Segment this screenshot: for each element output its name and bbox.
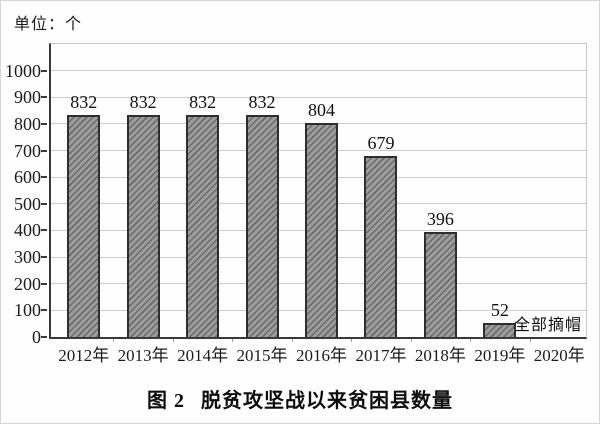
y-axis-tick-900 [41, 96, 47, 99]
bar-value-2015年: 832 [248, 92, 276, 113]
x-axis-label-2014年: 2014年 [177, 346, 229, 365]
bar-value-2014年: 832 [189, 92, 217, 113]
x-axis-label-2018年: 2018年 [414, 346, 466, 365]
bar-2013年 [126, 115, 160, 337]
figure-caption: 图 2 脱贫攻坚战以来贫困县数量 [1, 384, 599, 413]
x-axis-label-2017年: 2017年 [355, 346, 407, 365]
y-axis-tick-400 [41, 229, 47, 232]
x-axis-label-2020年: 2020年 [533, 346, 585, 365]
bar-2016年 [305, 122, 338, 337]
y-axis-tick-100 [41, 309, 47, 312]
y-axis-tick-200 [41, 282, 47, 285]
y-axis-label-800: 800 [14, 113, 41, 134]
x-axis-label-2015年: 2015年 [236, 346, 288, 365]
x-axis-label-2016年: 2016年 [296, 346, 347, 365]
bar-2014年 [186, 115, 220, 337]
bar-value-2013年: 832 [129, 92, 157, 113]
y-axis-label-900: 900 [14, 87, 41, 108]
y-axis-tick-1000 [41, 69, 47, 72]
gridline-1000 [51, 70, 586, 72]
y-axis-label-600: 600 [14, 167, 41, 188]
bar-value-2016年: 804 [308, 99, 335, 120]
y-axis-tick-600 [41, 176, 47, 179]
gridline-900 [51, 96, 586, 98]
y-axis-tick-300 [41, 256, 47, 259]
x-axis-tick-3 [232, 339, 234, 342]
bar-2018年 [423, 231, 457, 337]
bar-2017年 [364, 156, 398, 337]
figure-caption-title: 脱贫攻坚战以来贫困县数量 [201, 390, 453, 412]
x-axis-tick-7 [470, 339, 472, 342]
bar-value-2012年: 832 [70, 92, 98, 113]
y-axis-label-500: 500 [14, 193, 41, 214]
x-axis-label-2012年: 2012年 [58, 346, 110, 365]
annotation-label: 全部摘帽 [513, 317, 582, 334]
y-axis-tick-800 [41, 122, 47, 125]
y-axis-label-0: 0 [32, 327, 41, 347]
y-axis-tick-0 [41, 336, 47, 338]
bar-value-2018年: 396 [426, 208, 454, 229]
x-axis-tick-4 [291, 339, 293, 342]
x-axis-tick-5 [351, 339, 353, 342]
x-axis-tick-2 [172, 339, 174, 342]
bar-2019年 [483, 323, 517, 337]
x-axis-tick-8 [529, 339, 531, 342]
y-axis-label-1000: 1000 [5, 60, 41, 81]
y-axis-label-700: 700 [14, 140, 41, 161]
bar-2015年 [245, 115, 279, 337]
y-axis-label-300: 300 [14, 247, 41, 268]
y-axis-tick-500 [41, 202, 47, 205]
x-axis-label-2013年: 2013年 [117, 346, 169, 365]
unit-label: 单位：个 [14, 16, 83, 33]
y-axis-label-100: 100 [14, 300, 41, 321]
bar-2012年 [67, 115, 101, 337]
x-axis-tick-1 [113, 339, 115, 342]
y-axis-label-400: 400 [14, 220, 41, 241]
figure-caption-number: 图 2 [147, 390, 185, 412]
x-axis-tick-6 [410, 339, 412, 342]
x-axis-label-2019年: 2019年 [474, 346, 526, 365]
plot-area: 0 100 200 300 400 500 600 700 800 900 1000 832 2012年… [5, 43, 587, 364]
bar-value-2019年: 52 [490, 300, 509, 321]
y-axis-label-200: 200 [14, 273, 41, 294]
y-axis-tick-700 [41, 149, 47, 152]
bar-value-2017年: 679 [367, 133, 395, 154]
